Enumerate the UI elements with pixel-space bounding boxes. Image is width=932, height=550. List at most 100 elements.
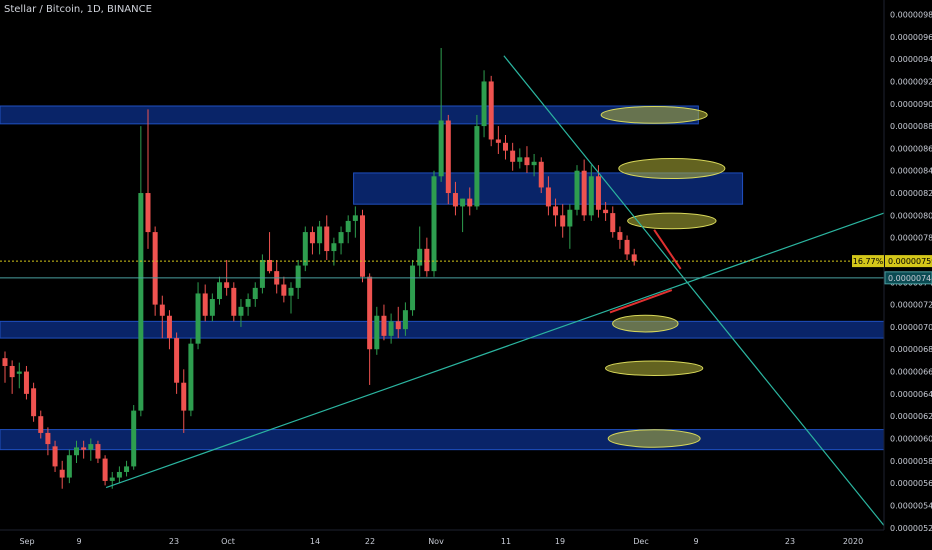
candle-body	[259, 259, 265, 288]
candle-body	[88, 444, 94, 450]
candle-body	[624, 239, 630, 255]
candle-body	[495, 139, 501, 143]
candle-body	[209, 299, 215, 316]
candle-body	[460, 198, 466, 207]
candle-body	[381, 315, 387, 336]
x-tick-label: 11	[501, 537, 511, 546]
candle-body	[224, 282, 230, 288]
trendline-1	[503, 55, 885, 526]
candle-body	[66, 455, 72, 478]
candle-body	[152, 232, 158, 305]
candle-body	[352, 215, 358, 221]
candle-body	[166, 315, 172, 339]
trendline-0	[105, 212, 885, 489]
candle-body	[302, 232, 308, 266]
candle-body	[581, 170, 587, 216]
price-change-badge	[852, 255, 884, 268]
candle-body	[595, 176, 601, 210]
candle-body	[124, 466, 130, 472]
candle-body	[81, 447, 87, 450]
candle-body	[560, 215, 566, 227]
candle-body	[567, 209, 573, 227]
y-tick-label: 0.00000980	[890, 11, 932, 20]
zone-0	[0, 105, 699, 125]
candle-body	[424, 248, 430, 272]
candle-body	[574, 170, 580, 210]
candle-body	[59, 469, 65, 478]
candle-body	[402, 310, 408, 330]
price-change-text: 16.77%	[853, 257, 884, 266]
target-ellipse-5	[607, 429, 701, 448]
candle-body	[531, 161, 537, 166]
trendlines-layer	[105, 55, 885, 526]
candle-body	[524, 157, 530, 166]
current-price-text: 0.00000759	[888, 257, 932, 266]
x-tick-label: 22	[365, 537, 375, 546]
candle-body	[95, 444, 101, 459]
candle-body	[181, 382, 187, 411]
x-tick-label: 9	[76, 537, 81, 546]
candle-body	[452, 193, 458, 207]
candle-body	[517, 157, 523, 162]
candle-body	[603, 209, 609, 214]
x-axis[interactable]: Sep 9 23 Oct 14 22 Nov 11 19 Dec 9 23 2020	[19, 537, 863, 546]
candle-body	[288, 287, 294, 296]
target-ellipse-4	[605, 360, 704, 376]
candle-body	[202, 293, 208, 316]
candle-body	[23, 371, 29, 394]
candle-body	[174, 338, 180, 383]
candle-body	[417, 248, 423, 266]
candle-body	[74, 447, 79, 456]
candle-body	[388, 321, 394, 336]
price-lines-layer	[0, 260, 884, 279]
candle-body	[16, 371, 22, 374]
x-tick-label: 9	[693, 537, 698, 546]
target-ellipse-2	[627, 212, 717, 230]
candle-body	[131, 410, 137, 467]
target-ellipse-0	[600, 106, 708, 124]
candle-body	[481, 81, 487, 127]
candle-body	[610, 213, 616, 233]
candle-body	[116, 471, 122, 478]
candle-body	[338, 232, 344, 244]
zone-2	[0, 320, 885, 339]
candle-body	[217, 282, 222, 300]
candle-body	[38, 416, 44, 433]
candle-body	[245, 299, 251, 307]
candle-body	[331, 243, 337, 252]
candle-body	[410, 265, 416, 311]
candle-body	[317, 226, 323, 244]
candle-body	[2, 358, 8, 366]
candle-body	[438, 120, 444, 177]
candle-body	[138, 193, 144, 411]
x-tick-label: 23	[785, 537, 795, 546]
candle-body	[102, 458, 108, 481]
candle-body	[345, 220, 351, 233]
x-tick-label: Nov	[428, 537, 444, 546]
candle-body	[281, 284, 287, 296]
candle-body	[231, 287, 237, 316]
candle-body	[267, 259, 273, 272]
candle-body	[545, 187, 551, 207]
candle-body	[195, 293, 201, 344]
candle-body	[52, 446, 58, 467]
candle-body	[553, 206, 559, 216]
x-tick-label: 23	[169, 537, 179, 546]
